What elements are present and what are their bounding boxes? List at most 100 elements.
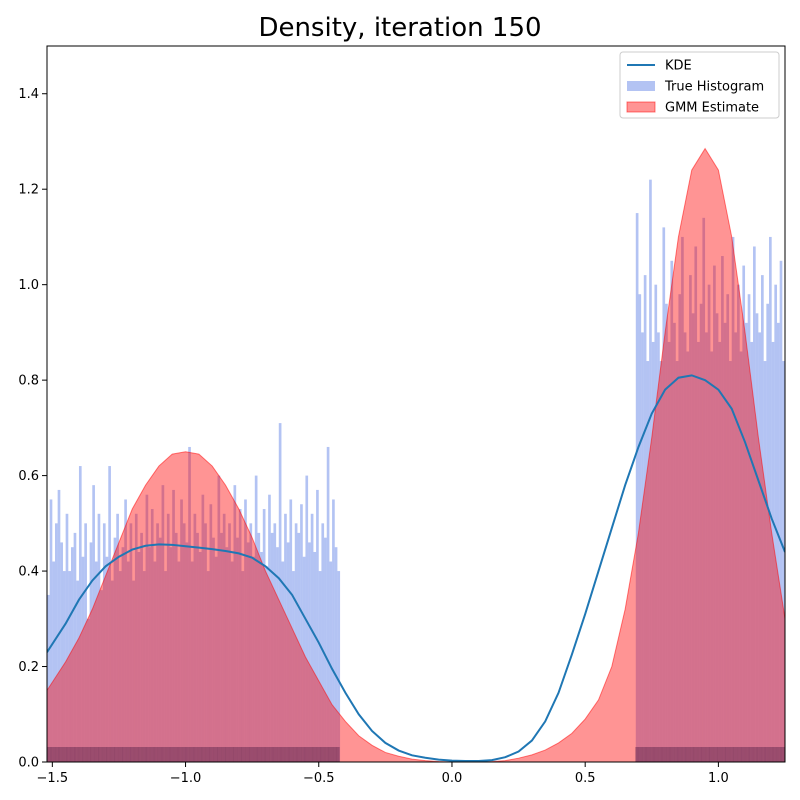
histogram-bar (332, 499, 335, 762)
histogram-bar (286, 542, 290, 762)
histogram-bar (134, 513, 138, 762)
legend-histogram-swatch (627, 81, 655, 91)
y-tick-label: 1.2 (18, 183, 39, 198)
histogram-bar (300, 504, 303, 762)
histogram-bar (276, 547, 279, 762)
histogram-bar (678, 294, 682, 762)
histogram-bar (316, 489, 319, 762)
histogram-bar (188, 446, 191, 762)
histogram-bar (73, 532, 77, 762)
histogram-bar (326, 446, 330, 762)
histogram-bar (102, 523, 106, 762)
histogram-bar (118, 571, 122, 762)
histogram-bar (190, 561, 194, 762)
histogram-bar (108, 466, 111, 762)
legend-label: KDE (665, 59, 692, 74)
histogram-bar (62, 571, 66, 762)
histogram-bar (769, 236, 772, 762)
histogram-bar (731, 236, 735, 762)
histogram-bar (281, 561, 285, 762)
histogram-bar (196, 532, 199, 762)
histogram-bar (782, 361, 785, 762)
histogram-bar (273, 523, 277, 762)
histogram-bar (129, 523, 133, 762)
histogram-bar (49, 499, 53, 762)
kde-line-group (47, 374, 785, 762)
histogram-bar (726, 294, 730, 762)
histogram-bar (145, 494, 149, 762)
histogram-bar (214, 556, 218, 762)
histogram-bar (225, 547, 229, 762)
histogram-bar (228, 523, 231, 762)
histogram-bar (734, 332, 738, 762)
histogram-bar (142, 571, 146, 762)
x-tick-label: 1.0 (708, 771, 729, 786)
histogram-bar (318, 571, 322, 762)
histogram-bar (174, 532, 178, 762)
histogram-bar (758, 332, 762, 762)
histogram-bar (246, 542, 250, 762)
histogram-bar (76, 580, 79, 762)
histogram-bar (148, 547, 151, 762)
histogram-bar (662, 227, 666, 762)
histogram-bar (241, 571, 245, 762)
histogram-bar (204, 523, 207, 762)
histogram-bar (100, 590, 103, 762)
histogram-bar (236, 537, 239, 762)
histogram-bar (177, 561, 181, 762)
histogram-bar (198, 551, 202, 762)
histogram-bar (657, 332, 660, 762)
histogram-bar (739, 351, 743, 762)
histogram-bar (230, 561, 234, 762)
histogram-bar (737, 284, 740, 762)
histogram-bar (670, 260, 674, 762)
legend-box (619, 51, 780, 119)
histogram-bar (238, 509, 242, 762)
histogram-bar (721, 256, 724, 762)
histogram-bar (691, 313, 695, 762)
histogram-bar (289, 499, 293, 762)
histogram-bar (193, 513, 197, 762)
histogram-bar (270, 532, 274, 762)
histogram-bar (697, 341, 700, 762)
gmm-estimate-area-path (47, 147, 785, 762)
histogram-bar (745, 322, 748, 762)
histogram-bar (65, 513, 69, 762)
histogram-bar (212, 537, 215, 762)
y-tick-label: 1.4 (18, 87, 39, 102)
histogram-bar (667, 341, 671, 762)
histogram-bar (310, 513, 314, 762)
histogram-bar (121, 547, 125, 762)
histogram-bar (254, 475, 258, 762)
histogram-bar (321, 523, 325, 762)
histogram-bar (297, 532, 301, 762)
histogram-bar (105, 556, 109, 762)
histogram-bar (675, 361, 679, 762)
histogram-bar (761, 275, 764, 762)
histogram-bar (654, 284, 658, 762)
legend-label: GMM Estimate (665, 101, 759, 116)
histogram-bar (683, 332, 687, 762)
histogram-bar (70, 547, 74, 762)
histogram-bar (161, 485, 165, 762)
histogram-bar (137, 551, 141, 762)
legend: KDE True Histogram GMM Estimate (619, 51, 780, 119)
histogram-bar (249, 523, 253, 762)
plot-area (47, 147, 785, 762)
histogram-bar (252, 556, 255, 762)
histogram-bar (686, 351, 690, 762)
histogram-bar (110, 580, 114, 762)
histogram-bar (763, 361, 767, 762)
histogram-bar (116, 513, 119, 762)
histogram-bar (750, 341, 754, 762)
histogram-bar (150, 509, 154, 762)
x-axis: −1.5 −1.0 −0.5 0.0 0.5 1.0 (37, 762, 729, 786)
histogram-bar (635, 213, 639, 762)
histogram-bar (158, 537, 162, 762)
histogram-bar (324, 537, 327, 762)
histogram-bar (718, 341, 722, 762)
chart-title: Density, iteration 150 (258, 13, 541, 43)
y-tick-label: 0.6 (18, 469, 39, 484)
